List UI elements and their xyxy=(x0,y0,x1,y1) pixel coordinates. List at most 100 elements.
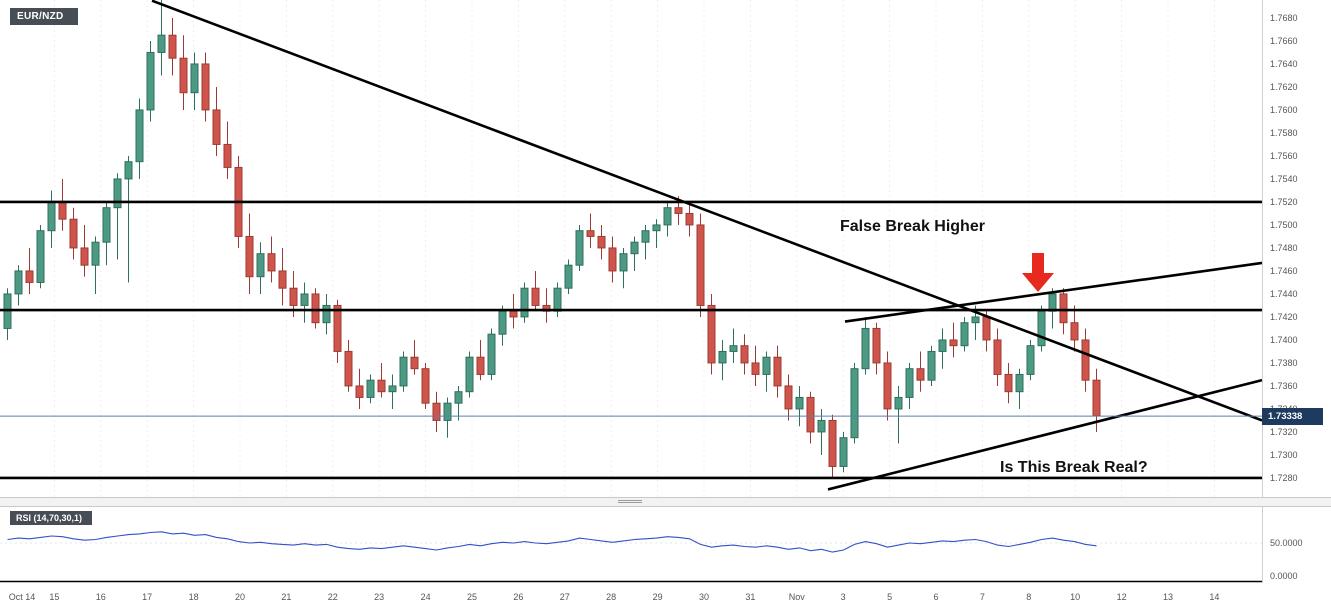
candle xyxy=(201,52,210,122)
time-tick-label: 17 xyxy=(142,592,153,602)
time-tick-label: 8 xyxy=(1026,592,1032,602)
price-tick-label: 1.7360 xyxy=(1270,381,1298,391)
rsi-canvas[interactable] xyxy=(0,507,1262,583)
time-tick-label: 23 xyxy=(374,592,385,602)
candle xyxy=(190,52,199,110)
candle xyxy=(817,408,826,455)
candle xyxy=(1070,305,1079,352)
candle xyxy=(564,259,573,294)
candle xyxy=(157,0,166,76)
candle xyxy=(894,385,903,444)
candle xyxy=(421,362,430,409)
time-tick-label: 16 xyxy=(95,592,106,602)
rsi-line xyxy=(7,531,1097,553)
trendline-descending-resistance[interactable] xyxy=(151,0,1262,422)
candle xyxy=(553,282,562,317)
price-tick-label: 1.7440 xyxy=(1270,289,1298,299)
candle xyxy=(58,178,67,231)
candle xyxy=(377,362,386,398)
time-tick-label: 21 xyxy=(281,592,292,602)
candle xyxy=(1048,288,1057,329)
candle xyxy=(586,213,595,248)
time-tick-label: 26 xyxy=(513,592,524,602)
price-tick-label: 1.7600 xyxy=(1270,105,1298,115)
candle xyxy=(146,40,155,122)
time-axis[interactable]: Oct 14 15 16 17 18 20 21 22 23 24 25 26 27 28 29 30 31 No… xyxy=(0,583,1331,615)
axis-separator xyxy=(1262,0,1263,583)
candle xyxy=(993,328,1002,386)
current-price-badge: 1.73338 xyxy=(1262,408,1323,426)
candle xyxy=(388,374,397,409)
candle xyxy=(608,236,617,283)
candle xyxy=(113,173,122,260)
red-down-arrow-icon[interactable] xyxy=(1020,252,1056,294)
price-tick-label: 1.7520 xyxy=(1270,197,1298,207)
candle xyxy=(927,345,936,386)
trendline-rising-wedge-upper[interactable] xyxy=(844,261,1262,323)
candle xyxy=(102,201,111,266)
candle xyxy=(476,339,485,381)
candle xyxy=(806,391,815,444)
candle xyxy=(861,316,870,375)
candle xyxy=(828,414,837,478)
candle xyxy=(597,224,606,260)
time-tick-label: 29 xyxy=(652,592,663,602)
candle xyxy=(311,288,320,329)
price-panel[interactable]: False Break Higher Is This Break Real? E… xyxy=(0,0,1262,497)
time-tick-label: 28 xyxy=(606,592,617,602)
candle xyxy=(630,236,639,271)
rsi-tick-0: 0.0000 xyxy=(1270,571,1298,581)
annotation-is-this-break-real[interactable]: Is This Break Real? xyxy=(1000,459,1148,476)
candle xyxy=(850,362,859,444)
candle xyxy=(938,328,947,369)
candle xyxy=(245,213,254,294)
candle xyxy=(652,219,661,248)
divider-grip[interactable] xyxy=(618,500,642,504)
candle xyxy=(14,265,23,306)
price-tick-label: 1.7320 xyxy=(1270,427,1298,437)
candle xyxy=(36,224,45,289)
time-tick-label: 7 xyxy=(979,592,985,602)
candle xyxy=(454,385,463,421)
panel-divider[interactable] xyxy=(0,497,1331,507)
annotation-false-break-higher[interactable]: False Break Higher xyxy=(840,218,985,235)
candle xyxy=(685,201,694,237)
candle xyxy=(267,236,276,283)
price-tick-label: 1.7680 xyxy=(1270,13,1298,23)
rsi-indicator-label[interactable]: RSI (14,70,30,1) xyxy=(10,511,93,525)
time-tick-label: 6 xyxy=(933,592,939,602)
candle xyxy=(399,351,408,392)
time-tick-label: 18 xyxy=(188,592,199,602)
price-tick-label: 1.7540 xyxy=(1270,174,1298,184)
candle xyxy=(344,339,353,392)
candle xyxy=(729,328,738,363)
candle xyxy=(751,345,760,386)
price-tick-label: 1.7500 xyxy=(1270,220,1298,230)
candle xyxy=(1004,362,1013,404)
candle xyxy=(619,247,628,289)
candle xyxy=(465,351,474,398)
rsi-panel[interactable]: RSI (14,70,30,1) xyxy=(0,507,1262,583)
candle xyxy=(69,207,78,260)
candle xyxy=(366,374,375,404)
candle xyxy=(916,351,925,392)
price-tick-label: 1.7480 xyxy=(1270,243,1298,253)
price-tick-label: 1.7460 xyxy=(1270,266,1298,276)
red-down-arrow-shape xyxy=(1022,253,1054,292)
time-tick-label: 10 xyxy=(1070,592,1081,602)
price-tick-label: 1.7300 xyxy=(1270,450,1298,460)
time-tick-label: 15 xyxy=(49,592,60,602)
candle xyxy=(718,339,727,381)
time-tick-label: 25 xyxy=(466,592,478,602)
candle xyxy=(1037,305,1046,352)
time-tick-label: 31 xyxy=(745,592,756,602)
price-tick-label: 1.7640 xyxy=(1270,59,1298,69)
candle xyxy=(410,339,419,375)
price-chart-canvas[interactable] xyxy=(0,0,1262,497)
candle xyxy=(1081,328,1090,392)
candle xyxy=(740,334,749,375)
trendline-rising-wedge-lower[interactable] xyxy=(827,378,1262,491)
candle xyxy=(443,397,452,438)
candle xyxy=(278,247,287,306)
price-tick-label: 1.7400 xyxy=(1270,335,1298,345)
